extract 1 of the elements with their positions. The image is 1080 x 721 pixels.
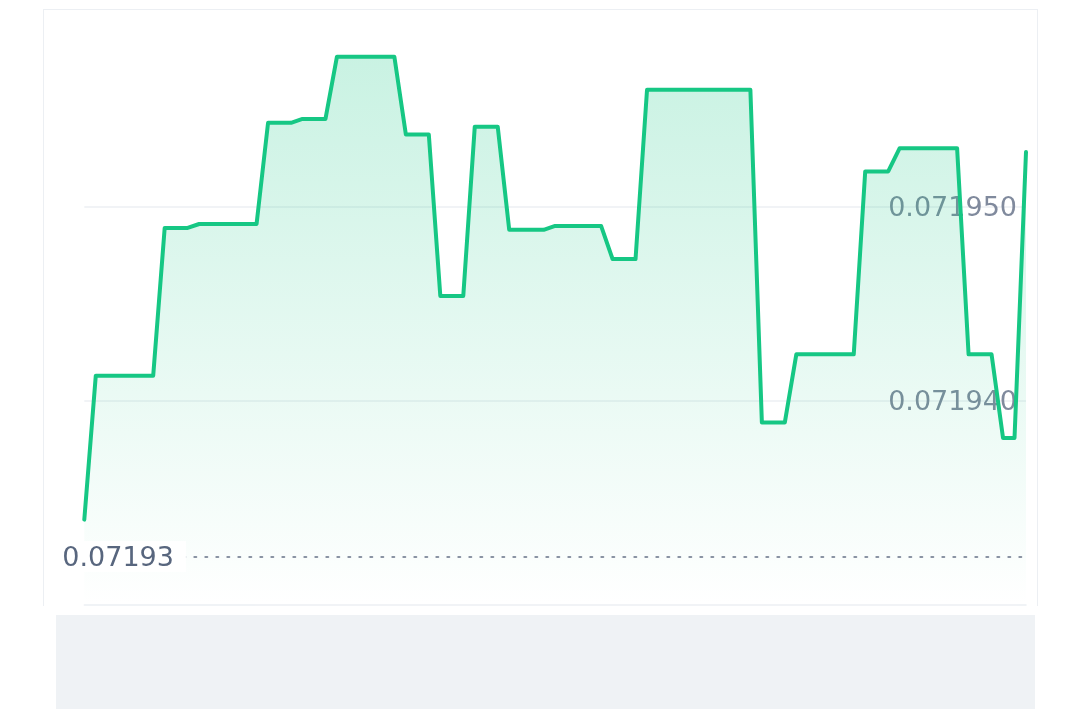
ref-line-label: 0.07193 [62,541,174,573]
